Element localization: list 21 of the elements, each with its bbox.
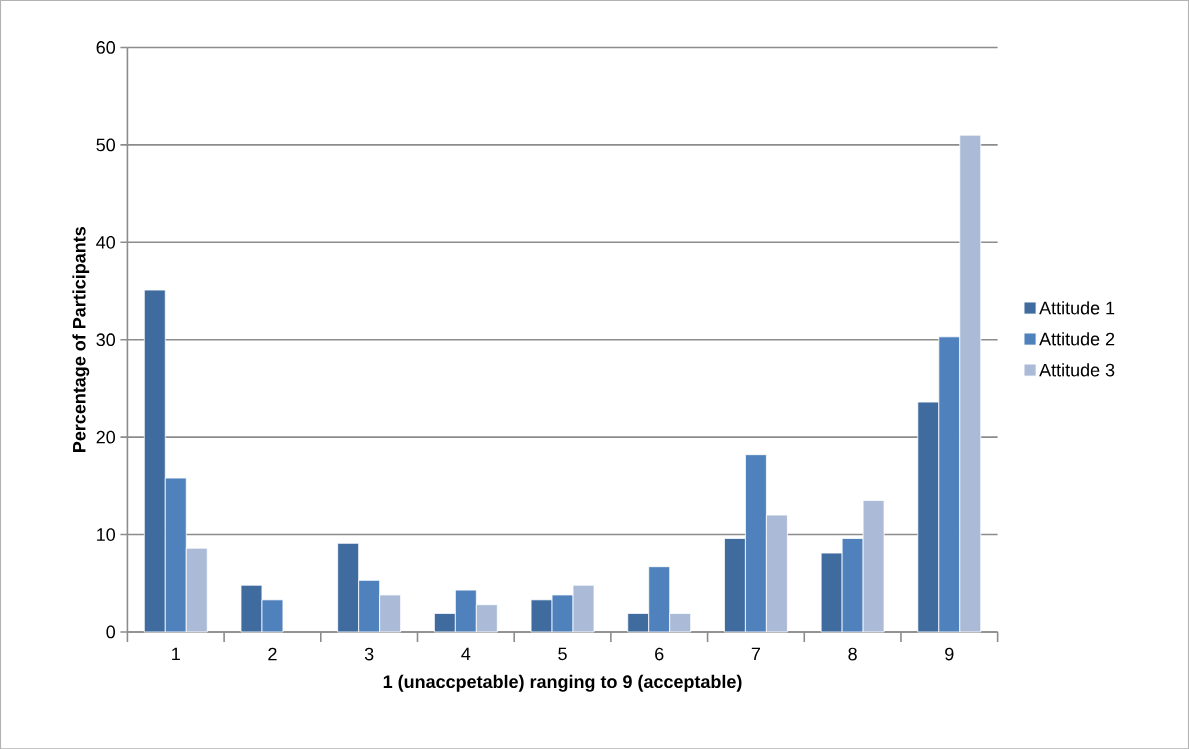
y-tick-label: 20	[96, 430, 116, 444]
y-tick-label: 60	[96, 40, 116, 54]
x-tick-label: 3	[364, 647, 374, 661]
y-tick-label: 50	[96, 138, 116, 152]
x-tick-label: 5	[558, 647, 567, 661]
y-axis-title: Percentage of Participants	[72, 226, 90, 452]
x-tick-label: 7	[751, 647, 761, 660]
x-tick-label: 4	[461, 647, 471, 660]
y-tick-label: 30	[96, 333, 116, 346]
x-tick-label: 8	[848, 647, 857, 661]
x-tick-label: 1	[172, 647, 180, 660]
y-tick-label: 0	[106, 625, 116, 639]
legend-label: Attitude 2	[1039, 332, 1115, 346]
x-tick-label: 2	[268, 647, 277, 661]
legend-label: Attitude 3	[1039, 363, 1115, 377]
y-tick-label: 40	[96, 235, 116, 249]
x-tick-label: 6	[655, 647, 664, 661]
x-axis-title: 1 (unaccpetable) ranging to 9 (acceptable)	[383, 674, 742, 692]
y-tick-label: 10	[97, 528, 116, 541]
x-tick-label: 9	[945, 647, 954, 661]
legend-label: Attitude 1	[1039, 301, 1115, 315]
